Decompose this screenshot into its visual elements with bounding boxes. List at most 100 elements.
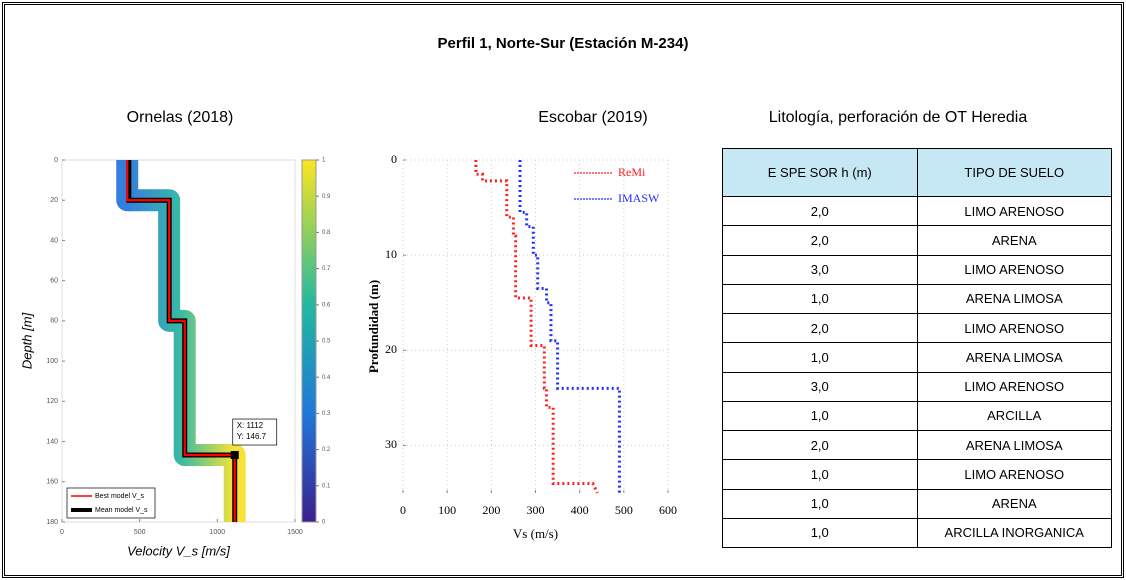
table-cell: ARCILLA [916, 400, 1112, 432]
x-tick-label: 300 [527, 503, 545, 517]
legend-label: Best model V_s [95, 493, 145, 500]
colorbar [301, 159, 317, 523]
x-tick-label: 1000 [210, 529, 226, 536]
x-tick-label: 500 [134, 529, 146, 536]
table-row: 1,0 ARENA LIMOSA [722, 283, 1112, 315]
table-row: 1,0 LIMO ARENOSO [722, 459, 1112, 490]
x-tick-label: 1500 [287, 529, 303, 536]
y-axis-label: Profundidad (m) [366, 280, 381, 373]
y-tick-label: 20 [50, 197, 58, 204]
colorbar-label: 0.8 [322, 230, 331, 236]
x-tick-label: 500 [615, 503, 633, 517]
table-cell: LIMO ARENOSO [916, 312, 1112, 344]
legend-label: Mean model V_s [95, 507, 148, 514]
annotation-text: X: 1112 [237, 421, 264, 430]
table-cell: 2,0 [722, 225, 918, 256]
table-cell: 2,0 [722, 429, 918, 461]
table-cell: 1,0 [722, 517, 918, 549]
header-cell: E SPE SOR h (m) [722, 148, 918, 197]
table-cell: ARENA LIMOSA [916, 283, 1112, 315]
table-cell: 1,0 [722, 400, 918, 432]
table-cell: LIMO ARENOSO [916, 459, 1112, 490]
table-cell: LIMO ARENOSO [916, 195, 1112, 227]
table-cell: 1,0 [722, 459, 918, 490]
legend-label: ReMi [618, 165, 646, 179]
table-row: 3,0 LIMO ARENOSO [722, 254, 1112, 285]
x-tick-label: 200 [482, 503, 500, 517]
y-tick-label: 140 [46, 438, 58, 445]
table-cell: ARENA LIMOSA [916, 342, 1112, 373]
legend-label: IMASW [618, 191, 660, 205]
colorbar-label: 0.6 [322, 302, 331, 308]
x-tick-label: 100 [438, 503, 456, 517]
y-tick-label: 10 [385, 247, 397, 261]
y-tick-label: 80 [50, 318, 58, 325]
table-cell: 1,0 [722, 283, 918, 315]
y-tick-label: 0 [54, 157, 58, 164]
chart-title: Escobar (2019) [538, 109, 647, 126]
table-row: 1,0 ARENA LIMOSA [722, 342, 1112, 373]
ensemble [116, 160, 246, 522]
x-tick-label: 0 [400, 503, 406, 517]
x-tick-label: 0 [60, 529, 64, 536]
series-line [474, 160, 599, 494]
header-cell: TIPO DE SUELO [916, 148, 1112, 197]
colorbar-label: 0.1 [322, 483, 331, 489]
table-row: 2,0 ARENA LIMOSA [722, 429, 1112, 461]
table-cell: LIMO ARENOSO [916, 254, 1112, 285]
colorbar-label: 0.4 [322, 375, 331, 381]
table-cell: ARENA [916, 488, 1112, 519]
header-row: E SPE SOR h (m) TIPO DE SUELO [722, 148, 1112, 197]
figure-title: Perfil 1, Norte-Sur (Estación M-234) [438, 35, 689, 52]
table-cell: 3,0 [722, 371, 918, 402]
table-cell: 3,0 [722, 254, 918, 285]
table-row: 3,0 LIMO ARENOSO [722, 371, 1112, 402]
table-row: 1,0 ARCILLA INORGANICA [722, 517, 1112, 549]
table-row: 1,0 ARENA [722, 488, 1112, 519]
y-tick-label: 160 [46, 479, 58, 486]
colorbar-label: 0 [322, 520, 326, 526]
y-tick-label: 120 [46, 398, 58, 405]
table-row: 2,0 ARENA [722, 225, 1112, 256]
table-row: 1,0 ARCILLA [722, 400, 1112, 432]
table-cell: 1,0 [722, 342, 918, 373]
table-row: 2,0 LIMO ARENOSO [722, 312, 1112, 344]
annotation-box [232, 418, 278, 446]
y-tick-label: 180 [46, 519, 58, 526]
x-axis-label: Velocity V_s [m/s] [127, 543, 230, 558]
y-tick-label: 40 [50, 237, 58, 244]
table-row: 2,0 LIMO ARENOSO [722, 195, 1112, 227]
y-tick-label: 30 [385, 437, 397, 451]
table-cell: ARENA [916, 225, 1112, 256]
chart-title: Ornelas (2018) [127, 109, 234, 126]
table: E SPE SOR h (m) TIPO DE SUELO 2,0 LIMO AREN… [722, 148, 1112, 549]
table-cell: ARCILLA INORGANICA [916, 517, 1112, 549]
colorbar-label: 0.3 [322, 411, 331, 417]
table-cell: 2,0 [722, 195, 918, 227]
table-cell: ARENA LIMOSA [916, 429, 1112, 461]
table-cell: 1,0 [722, 488, 918, 519]
x-tick-label: 400 [571, 503, 589, 517]
colorbar-label: 0.2 [322, 447, 331, 453]
y-tick-label: 60 [50, 278, 58, 285]
x-axis-label: Vs (m/s) [513, 526, 558, 541]
y-tick-label: 20 [385, 342, 397, 356]
table-cell: LIMO ARENOSO [916, 371, 1112, 402]
colorbar-label: 0.5 [322, 339, 331, 345]
y-tick-label: 0 [391, 152, 397, 166]
annotation-marker [230, 451, 239, 460]
colorbar-label: 0.7 [322, 266, 331, 272]
annotation-text: Y: 146.7 [237, 432, 267, 441]
colorbar-label: 1 [322, 158, 326, 164]
series-line [126, 160, 236, 522]
y-tick-label: 100 [46, 358, 58, 365]
table-cell: 2,0 [722, 312, 918, 344]
plot-frame [61, 159, 296, 523]
x-tick-label: 600 [659, 503, 677, 517]
y-axis-label: Depth [m] [19, 312, 34, 369]
table-title: Litología, perforación de OT Heredia [769, 109, 1028, 126]
colorbar-label: 0.9 [322, 194, 331, 200]
legend-box [66, 487, 156, 519]
